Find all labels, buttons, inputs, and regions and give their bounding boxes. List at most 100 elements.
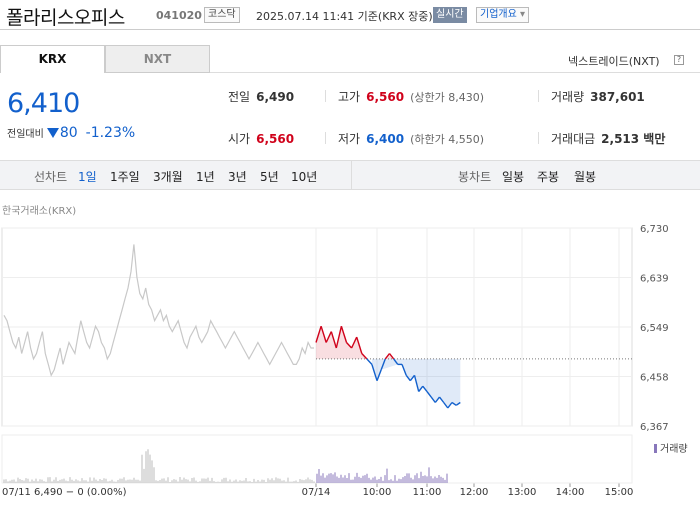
period-1w[interactable]: 1주일 (110, 170, 140, 184)
high-price: 고가 6,560 (상한가 8,430) (338, 88, 484, 105)
volume-legend-swatch (654, 444, 657, 453)
company-info-button[interactable]: 기업개요 ▾ (476, 7, 530, 23)
today-price-segment (418, 385, 424, 393)
stock-name: 폴라리스오피스 (6, 7, 125, 29)
today-price-segment (320, 325, 327, 343)
volume: 거래량 387,601 (551, 88, 645, 105)
open-label: 시가 (228, 132, 251, 146)
divider (538, 132, 539, 144)
period-divider (351, 161, 352, 190)
x-tick-label: 15:00 (605, 487, 634, 498)
today-price-segment (380, 358, 386, 371)
stock-code: 041020 (156, 9, 202, 22)
realtime-badge[interactable]: 실시간 (433, 7, 467, 23)
today-price-segment (451, 401, 457, 406)
chevron-down-icon: ▾ (520, 9, 526, 20)
prev-close-value: 6,490 (256, 90, 295, 104)
today-price-segment (422, 385, 428, 393)
today-price-segment (455, 401, 461, 406)
volume-label: 거래량 (551, 90, 585, 104)
period-monthly[interactable]: 월봉 (574, 170, 597, 184)
today-price-segment (438, 396, 445, 403)
prev-day-price-line (3, 244, 314, 377)
down-area-fill (371, 358, 461, 408)
period-daily[interactable]: 일봉 (502, 170, 525, 184)
y-tick-label: 6,549 (640, 323, 669, 334)
period-10y[interactable]: 10년 (291, 170, 318, 184)
change-label: 전일대비 (7, 129, 44, 140)
period-1d[interactable]: 1일 (78, 170, 97, 184)
today-price-segment (335, 326, 343, 349)
period-5y[interactable]: 5년 (260, 170, 279, 184)
lower-limit: (하한가 4,550) (410, 133, 484, 146)
today-price-segment (443, 402, 449, 409)
today-price-segment (434, 396, 441, 403)
divider (325, 132, 326, 144)
x-tick-label: 12:00 (460, 487, 489, 498)
today-price-segment (430, 396, 436, 403)
nxt-link[interactable]: 넥스트레이드(NXT) (568, 55, 660, 68)
open-value: 6,560 (256, 132, 295, 146)
today-price-segment (366, 358, 373, 365)
upper-limit: (상한가 8,430) (410, 91, 484, 104)
down-arrow-icon (46, 128, 59, 138)
today-price-segment (413, 375, 420, 392)
period-3m[interactable]: 3개월 (153, 170, 183, 184)
today-price-segment (426, 391, 432, 398)
stock-header: 폴라리스오피스 041020 코스닥 2025.07.14 11:41 기준(K… (0, 0, 700, 30)
exchange-tabs: KRX NXT (0, 45, 210, 73)
volume-legend-label: 거래량 (660, 443, 688, 455)
trade-amount: 거래대금 2,513 백만 (551, 130, 665, 147)
today-price-segment (405, 374, 411, 382)
period-bar: 선차트 1일 1주일 3개월 1년 3년 5년 10년 봉차트 일봉 주봉 월봉 (0, 160, 700, 190)
today-price-segment (345, 342, 353, 349)
tab-nxt[interactable]: NXT (105, 45, 210, 73)
prev-close-label: 전일 (228, 90, 251, 104)
today-price-segment (388, 353, 395, 360)
today-price-segment (350, 336, 358, 349)
today-price-segment (325, 331, 332, 343)
low-value: 6,400 (366, 132, 405, 146)
line-chart-label: 선차트 (34, 170, 68, 184)
amount-value: 2,513 백만 (601, 132, 666, 146)
x-tick-label: 14:00 (556, 487, 585, 498)
open-price: 시가 6,560 (228, 130, 294, 147)
market-badge: 코스닥 (204, 7, 240, 23)
today-price-segment (447, 402, 453, 409)
price-chart[interactable]: 07/14 10:00 11:00 12:00 13:00 14:00 15:00 6,730… (0, 215, 700, 505)
today-price-segment (384, 353, 391, 360)
today-price-segment (393, 358, 399, 365)
today-price-segment (401, 364, 407, 376)
period-3y[interactable]: 3년 (228, 170, 247, 184)
change-percent: -1.23% (85, 125, 136, 141)
quote-datetime: 2025.07.14 11:41 기준(KRX 장중) (256, 10, 433, 23)
y-tick-label: 6,367 (640, 422, 669, 433)
tab-krx[interactable]: KRX (0, 45, 105, 73)
current-price: 6,410 (7, 88, 80, 119)
y-tick-label: 6,639 (640, 274, 669, 285)
company-info-label: 기업개요 (480, 9, 517, 20)
help-icon[interactable]: ? (674, 55, 684, 65)
x-tick-label: 11:00 (413, 487, 442, 498)
low-label: 저가 (338, 132, 361, 146)
today-price-segment (330, 331, 337, 349)
divider (538, 90, 539, 102)
period-1y[interactable]: 1년 (196, 170, 215, 184)
x-tick-label: 10:00 (363, 487, 392, 498)
divider (325, 90, 326, 102)
change-value: 80 (59, 125, 78, 141)
price-change: 전일대비 80 -1.23% (7, 125, 135, 141)
high-label: 고가 (338, 90, 361, 104)
x-tick-label: 13:00 (508, 487, 537, 498)
today-price-segment (371, 364, 378, 381)
prev-day-label: 07/11 6,490 − 0 (0.00%) (2, 487, 127, 498)
amount-label: 거래대금 (551, 132, 596, 146)
prev-close: 전일 6,490 (228, 88, 294, 105)
y-tick-label: 6,458 (640, 373, 669, 384)
today-price-segment (376, 369, 382, 381)
today-price-segment (340, 325, 348, 343)
candle-chart-label: 봉차트 (458, 170, 492, 184)
volume-value: 387,601 (590, 90, 645, 104)
today-price-segment (315, 325, 322, 343)
period-weekly[interactable]: 주봉 (537, 170, 560, 184)
